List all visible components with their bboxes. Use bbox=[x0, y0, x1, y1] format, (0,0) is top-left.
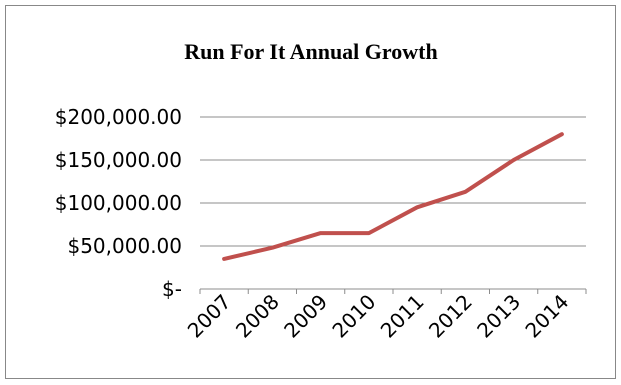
x-tick-label: 2011 bbox=[376, 290, 429, 343]
line-chart: Run For It Annual Growth $- $50,000.00 $10… bbox=[55, 39, 587, 343]
series-layer bbox=[222, 132, 564, 261]
x-tick-label: 2014 bbox=[520, 290, 573, 343]
x-tick-label: 2009 bbox=[279, 290, 332, 343]
gridlines bbox=[199, 116, 587, 294]
y-tick-label: $- bbox=[162, 277, 182, 301]
y-tick-label: $150,000.00 bbox=[55, 148, 182, 172]
x-tick-label: 2012 bbox=[424, 290, 477, 343]
x-tick-label: 2008 bbox=[231, 290, 284, 343]
y-axis-ticks: $- $50,000.00 $100,000.00 $150,000.00 $200,0… bbox=[55, 105, 182, 301]
series-line bbox=[222, 132, 564, 261]
y-tick-label: $100,000.00 bbox=[55, 191, 182, 215]
x-tick-label: 2013 bbox=[472, 290, 525, 343]
x-tick-label: 2010 bbox=[327, 290, 380, 343]
y-tick-label: $200,000.00 bbox=[55, 105, 182, 129]
chart-frame: Run For It Annual Growth $- $50,000.00 $10… bbox=[5, 5, 616, 379]
chart-title: Run For It Annual Growth bbox=[184, 39, 437, 64]
y-tick-label: $50,000.00 bbox=[67, 234, 182, 258]
x-tick-label: 2007 bbox=[183, 290, 236, 343]
